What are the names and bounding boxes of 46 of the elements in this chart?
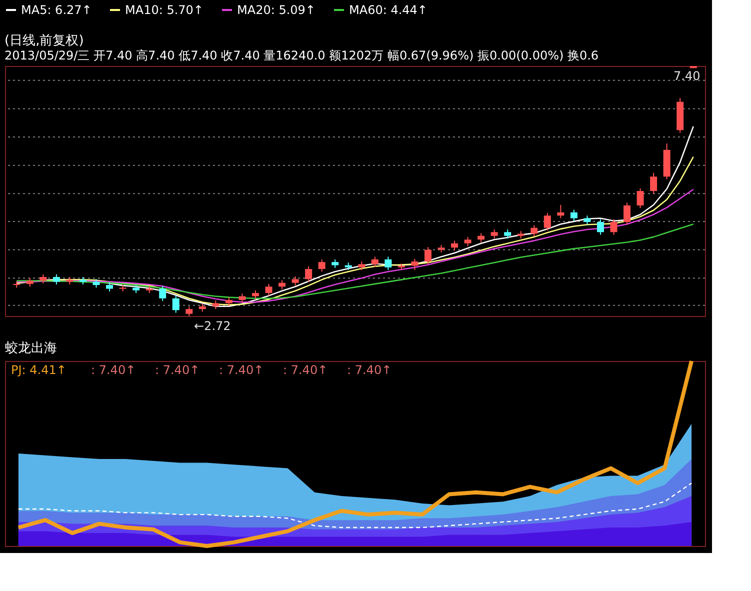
candlestick [186, 306, 193, 316]
candlestick [478, 232, 485, 243]
candlestick [305, 266, 312, 282]
candlestick [504, 228, 512, 240]
candlestick [624, 202, 631, 226]
candlestick [172, 295, 180, 314]
candlestick [40, 274, 47, 284]
candlestick [636, 188, 644, 209]
annotation: : 7.40↑ [219, 363, 264, 377]
candlestick [292, 276, 299, 286]
annotation: : 7.40↑ [91, 363, 136, 377]
annotation: : 7.40↑ [283, 363, 328, 377]
legend-label: MA10: 5.70↑ [125, 3, 204, 17]
candlestick [278, 280, 286, 290]
legend-label: MA60: 4.44↑ [349, 3, 428, 17]
candlestick [411, 258, 418, 271]
candlestick [52, 274, 60, 285]
candlestick [451, 240, 458, 251]
candlestick [384, 256, 392, 271]
candlestick [371, 256, 378, 268]
candlestick [557, 204, 564, 219]
candlestick [584, 215, 591, 226]
candlestick [544, 212, 551, 232]
candlestick [106, 282, 114, 292]
candlestick [238, 293, 246, 304]
candlestick [530, 224, 538, 237]
candlestick [596, 218, 604, 236]
candlestick [490, 228, 498, 240]
candlestick [159, 286, 166, 302]
chart-title: 蛟龙出海 [5, 341, 57, 356]
text: ←2.72 [194, 319, 231, 333]
candlestick [570, 209, 578, 222]
candlestick [265, 283, 272, 296]
annotation: 7.40 [674, 69, 700, 83]
legend-label: MA20: 5.09↑ [237, 3, 316, 17]
text: PJ: 4.41↑ [11, 363, 66, 377]
candlestick [610, 218, 618, 236]
candlestick [650, 172, 658, 194]
chart-title: (日线,前复权) [4, 34, 84, 48]
annotation: : 7.40↑ [155, 363, 200, 377]
chart-subtitle: 2013/05/29/三 开7.40 高7.40 低7.40 收7.40 量16240.0 额1202万 幅0.67(9.96%) 振0.00(0.00%) 换0.6 [4, 48, 599, 62]
annotation: : 7.40↑ [347, 363, 392, 377]
candlestick [424, 246, 432, 265]
legend-label: MA5: 6.27↑ [21, 3, 92, 17]
candlestick [318, 258, 326, 272]
candlestick [464, 236, 472, 247]
